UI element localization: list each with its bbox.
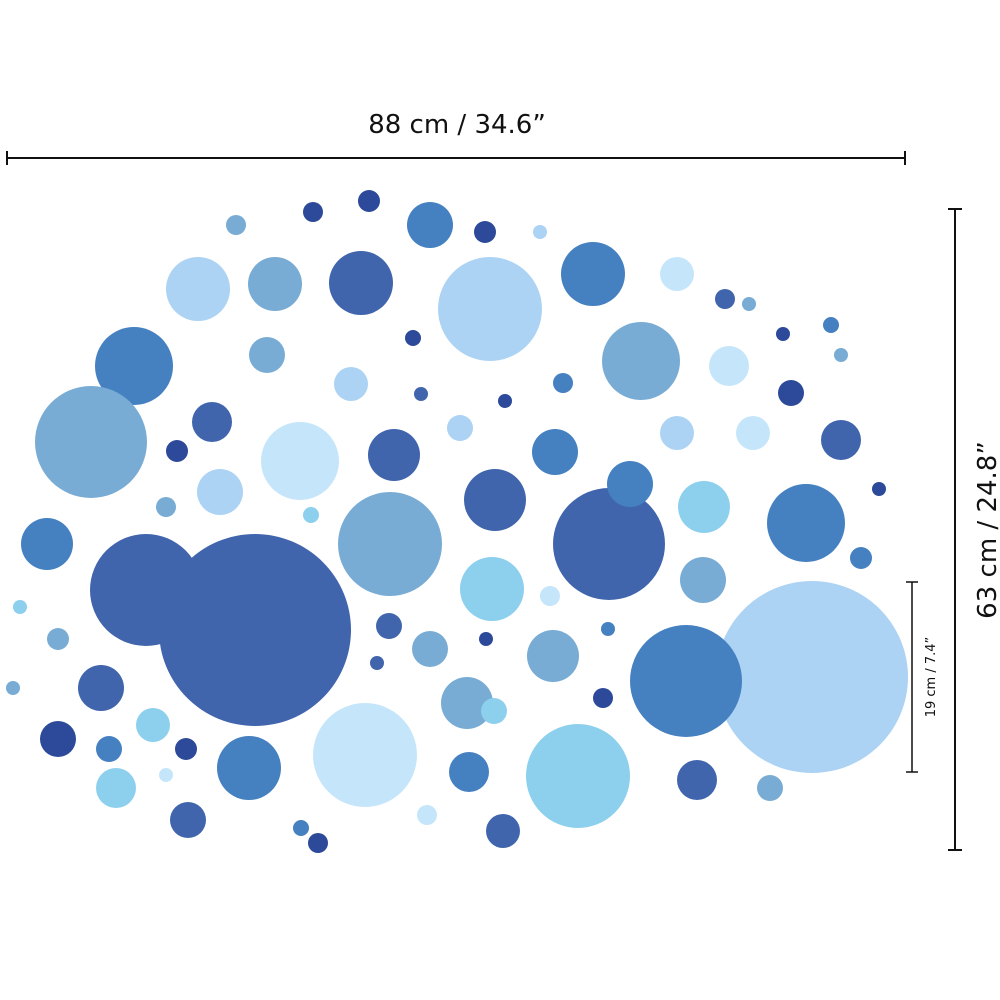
height-dimension: 63 cm / 24.8”: [948, 208, 1000, 851]
polka-dot: [821, 420, 861, 460]
polka-dot: [329, 251, 393, 315]
polka-dot: [460, 557, 524, 621]
polka-dot-group: [6, 190, 908, 853]
polka-dot: [313, 703, 417, 807]
polka-dot: [405, 330, 421, 346]
polka-dot: [370, 656, 384, 670]
polka-dot: [872, 482, 886, 496]
polka-dot: [553, 373, 573, 393]
polka-dot: [261, 422, 339, 500]
polka-dot: [293, 820, 309, 836]
polka-dot: [757, 775, 783, 801]
polka-dot: [40, 721, 76, 757]
polka-dot: [601, 622, 615, 636]
polka-dot: [660, 257, 694, 291]
polka-dot: [602, 322, 680, 400]
height-label: 63 cm / 24.8”: [973, 441, 1000, 619]
polka-dot: [90, 534, 202, 646]
polka-dot: [533, 225, 547, 239]
polka-dot: [368, 429, 420, 481]
polka-dot: [438, 257, 542, 361]
polka-dot: [159, 534, 351, 726]
polka-dot: [449, 752, 489, 792]
polka-dot: [680, 557, 726, 603]
polka-dot: [776, 327, 790, 341]
polka-dot: [607, 461, 653, 507]
large-dot-label: 19 cm / 7.4”: [924, 637, 939, 718]
polka-dot: [778, 380, 804, 406]
polka-dot: [715, 289, 735, 309]
polka-dot: [464, 469, 526, 531]
polka-dot: [716, 581, 908, 773]
polka-dot: [850, 547, 872, 569]
polka-dot: [630, 625, 742, 737]
polka-dot: [166, 257, 230, 321]
polka-dot: [78, 665, 124, 711]
polka-dot: [561, 242, 625, 306]
polka-dot: [479, 632, 493, 646]
polka-dot: [192, 402, 232, 442]
polka-dot: [6, 681, 20, 695]
polka-dot: [197, 469, 243, 515]
polka-dot: [742, 297, 756, 311]
polka-dot: [308, 833, 328, 853]
polka-dot: [376, 613, 402, 639]
polka-dot: [338, 492, 442, 596]
polka-dot: [156, 497, 176, 517]
polka-dot: [414, 387, 428, 401]
polka-dot: [526, 724, 630, 828]
polka-dot: [21, 518, 73, 570]
polka-dot: [159, 768, 173, 782]
polka-dot: [303, 507, 319, 523]
polka-dot: [527, 630, 579, 682]
polka-dot: [553, 488, 665, 600]
polka-dot: [593, 688, 613, 708]
large-dot-dimension: 19 cm / 7.4”: [906, 581, 939, 773]
width-dimension: 88 cm / 34.6”: [6, 110, 906, 165]
polka-dot: [417, 805, 437, 825]
polka-dot: [358, 190, 380, 212]
polka-dot: [407, 202, 453, 248]
polka-dot: [136, 708, 170, 742]
polka-dot: [532, 429, 578, 475]
polka-dot: [217, 736, 281, 800]
polka-dot: [96, 768, 136, 808]
polka-dot: [35, 386, 147, 498]
polka-dot: [677, 760, 717, 800]
polka-dot: [175, 738, 197, 760]
polka-dot: [249, 337, 285, 373]
polka-dot: [767, 484, 845, 562]
polka-dot: [95, 327, 173, 405]
polka-dot: [441, 677, 493, 729]
polka-dot: [660, 416, 694, 450]
polka-dot: [303, 202, 323, 222]
polka-dot: [823, 317, 839, 333]
polka-dot: [166, 440, 188, 462]
polka-dot: [170, 802, 206, 838]
width-label: 88 cm / 34.6”: [368, 110, 546, 140]
polka-dot: [481, 698, 507, 724]
polka-dot: [709, 346, 749, 386]
polka-dot: [474, 221, 496, 243]
polka-dot: [96, 736, 122, 762]
polka-dot: [678, 481, 730, 533]
polka-dot: [540, 586, 560, 606]
polka-dot: [334, 367, 368, 401]
polka-dot: [13, 600, 27, 614]
polka-dot: [834, 348, 848, 362]
polka-dot: [447, 415, 473, 441]
polka-dot: [47, 628, 69, 650]
polka-dot: [736, 416, 770, 450]
polka-dot: [498, 394, 512, 408]
polka-dot: [226, 215, 246, 235]
polka-dot: [486, 814, 520, 848]
polka-dot: [248, 257, 302, 311]
polka-dot: [412, 631, 448, 667]
